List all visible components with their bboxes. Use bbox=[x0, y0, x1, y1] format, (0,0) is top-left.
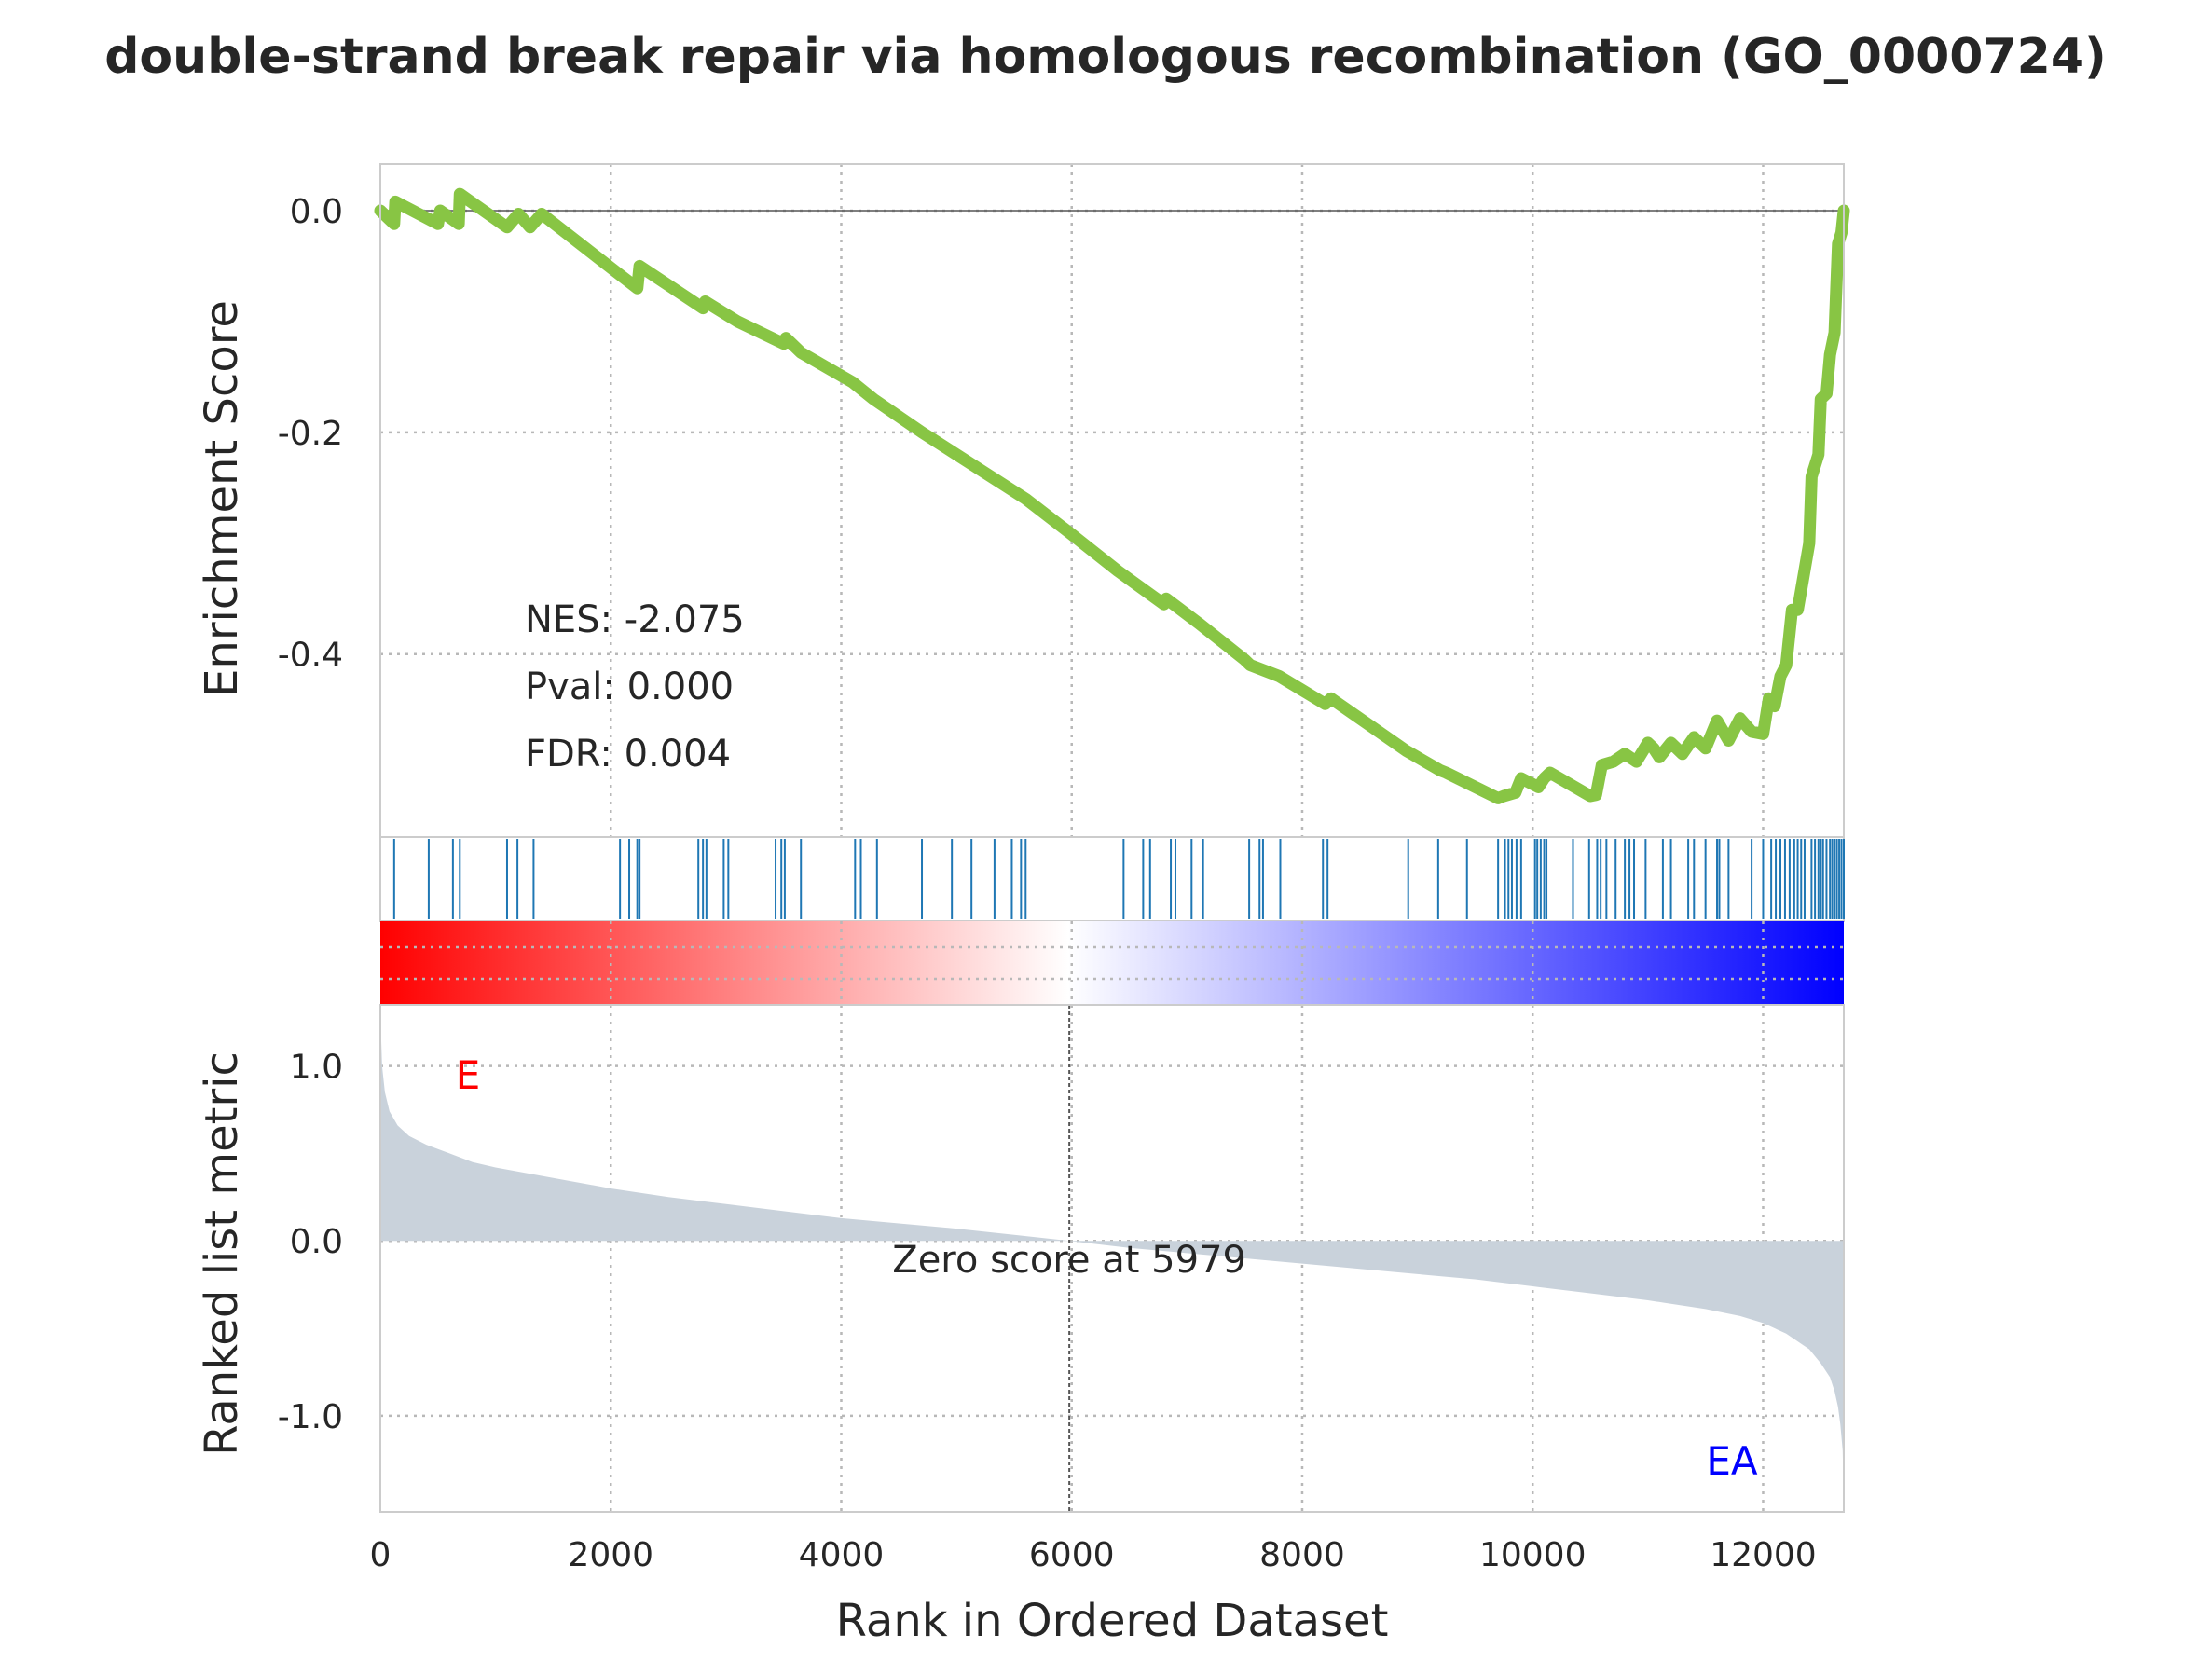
x-tick-label: 6000 bbox=[1029, 1536, 1115, 1574]
rk-y-tick-label: 0.0 bbox=[290, 1223, 343, 1261]
running-enrichment-line bbox=[374, 187, 1850, 804]
fdr-stat: FDR: 0.004 bbox=[525, 733, 731, 776]
ranked-metric-area bbox=[380, 1013, 1844, 1503]
es-y-tick-label: -0.2 bbox=[278, 415, 343, 453]
x-tick-label: 2000 bbox=[568, 1536, 653, 1574]
es-y-tick-label: 0.0 bbox=[290, 193, 343, 231]
pval-stat: Pval: 0.000 bbox=[525, 666, 734, 708]
negative-phenotype-label: EA bbox=[1706, 1438, 1758, 1484]
zero-score-text: Zero score at 5979 bbox=[892, 1239, 1246, 1282]
gene-hit-marks bbox=[392, 839, 1845, 919]
nes-stat: NES: -2.075 bbox=[525, 598, 745, 641]
ranked-y-ticks: 1.0 0.0 -1.0 bbox=[278, 1049, 343, 1436]
rank-heatmap-bar bbox=[380, 921, 1844, 1005]
ranked-panel: 1.0 0.0 -1.0 E EA Zero score at 5979 Ranke… bbox=[196, 1004, 1845, 1513]
es-y-tick-label: -0.4 bbox=[278, 637, 343, 675]
x-tick-label: 8000 bbox=[1259, 1536, 1345, 1574]
rank-heatmap bbox=[380, 921, 1844, 1005]
chart-title: double-strand break repair via homologou… bbox=[104, 29, 2107, 85]
enrichment-panel: 0.0 -0.2 -0.4 NES: -2.075 Pval: 0.000 FDR:… bbox=[196, 163, 1850, 838]
x-axis-ticks: 0 2000 4000 6000 8000 10000 12000 bbox=[370, 1536, 1817, 1574]
x-tick-label: 10000 bbox=[1479, 1536, 1587, 1574]
x-tick-label: 4000 bbox=[799, 1536, 885, 1574]
x-axis-label: Rank in Ordered Dataset bbox=[836, 1595, 1389, 1647]
enrichment-y-label: Enrichment Score bbox=[196, 300, 248, 697]
positive-phenotype-label: E bbox=[456, 1052, 481, 1098]
x-tick-label: 0 bbox=[370, 1536, 392, 1574]
x-tick-label: 12000 bbox=[1710, 1536, 1817, 1574]
heatmap-grid bbox=[380, 921, 1844, 1005]
rk-y-tick-label: 1.0 bbox=[290, 1049, 343, 1087]
ranked-frame bbox=[379, 1004, 1845, 1513]
enrichment-y-ticks: 0.0 -0.2 -0.4 bbox=[278, 193, 343, 675]
rk-y-tick-label: -1.0 bbox=[278, 1398, 343, 1436]
ranked-y-label: Ranked list metric bbox=[196, 1051, 248, 1456]
hits-panel bbox=[379, 836, 1845, 922]
